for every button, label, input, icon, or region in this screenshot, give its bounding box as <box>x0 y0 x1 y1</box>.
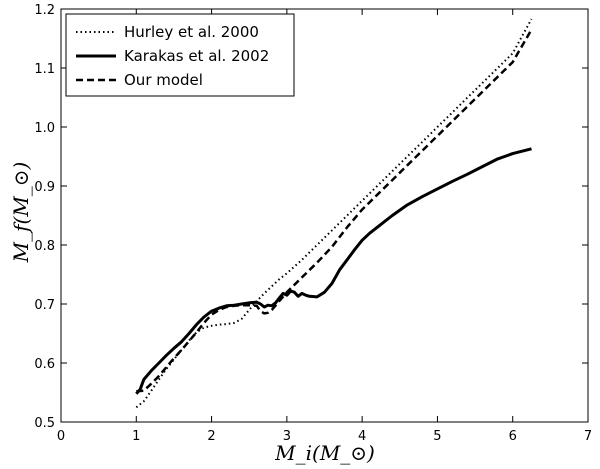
x-axis-label: M_i(M_⊙) <box>274 441 375 465</box>
x-tick-label: 2 <box>207 429 215 444</box>
x-tick-label: 5 <box>433 429 441 444</box>
y-tick-label: 0.5 <box>34 416 55 431</box>
x-tick-label: 0 <box>57 429 65 444</box>
series-line-hurley-et-al-2000 <box>135 18 533 409</box>
y-tick-label: 1.1 <box>34 62 55 77</box>
y-axis-label: M_f(M_⊙) <box>9 162 33 264</box>
x-tick-label: 6 <box>509 429 517 444</box>
plot-area <box>135 18 533 409</box>
legend: Hurley et al. 2000 Karakas et al. 2002 O… <box>65 13 295 97</box>
plot-frame <box>60 8 589 423</box>
x-tick-label: 3 <box>283 429 291 444</box>
y-tick-label: 0.7 <box>34 298 55 313</box>
y-tick-label: 0.6 <box>34 357 55 372</box>
x-tick-label: 4 <box>358 429 366 444</box>
y-tick-label: 1.2 <box>34 3 55 18</box>
y-tick-label: 0.8 <box>34 239 55 254</box>
legend-label-hurley: Hurley et al. 2000 <box>124 23 259 41</box>
legend-label-karakas: Karakas et al. 2002 <box>124 47 269 65</box>
y-tick-label: 1.0 <box>34 121 55 136</box>
legend-label-our-model: Our model <box>124 71 203 89</box>
x-tick-label: 7 <box>584 429 592 444</box>
x-tick-label: 1 <box>132 429 140 444</box>
series-line-karakas-et-al-2002 <box>135 147 532 395</box>
series-line-our-model <box>136 28 533 393</box>
tick-labels: 0 1 2 3 4 5 6 7 0.5 0.6 0.7 0.8 0.9 1.0 1.1 1.2 <box>34 3 592 444</box>
y-tick-label: 0.9 <box>34 180 55 195</box>
